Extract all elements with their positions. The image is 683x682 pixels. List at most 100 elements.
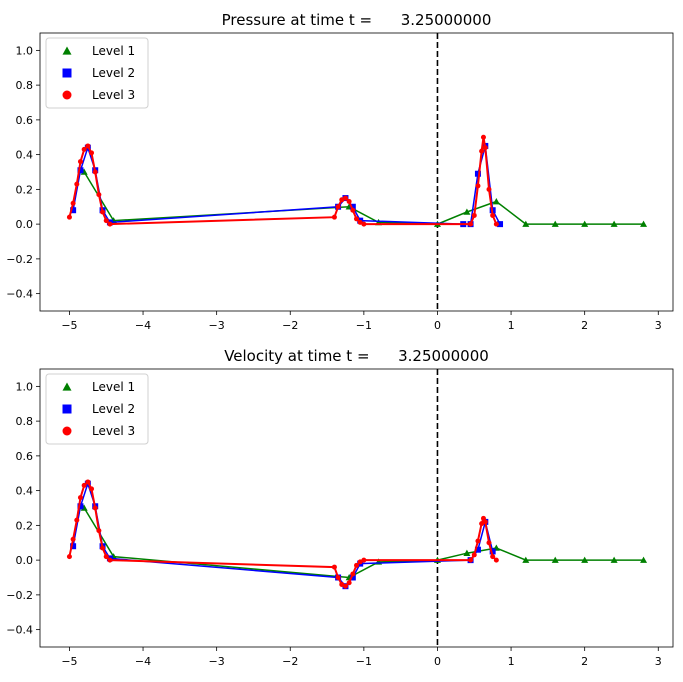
x-tick-label: −5 (61, 655, 77, 668)
point-level-3 (77, 495, 83, 501)
legend-label: Level 3 (92, 424, 135, 438)
point-level-1 (581, 220, 589, 227)
point-level-3 (475, 183, 481, 189)
legend-label: Level 2 (92, 402, 135, 416)
legend: Level 1 Level 2 Level 3 (45, 37, 149, 109)
point-level-3 (493, 557, 499, 563)
point-level-3 (350, 571, 356, 577)
point-level-1 (640, 220, 648, 227)
point-level-3 (77, 159, 83, 165)
legend-marker (62, 404, 72, 414)
legend-label: Level 1 (92, 380, 135, 394)
point-level-3 (331, 564, 337, 570)
x-tick-label: −3 (209, 655, 225, 668)
point-level-3 (346, 580, 352, 586)
point-level-3 (103, 218, 109, 224)
legend-label: Level 2 (92, 66, 135, 80)
series-line-level-1 (83, 507, 644, 579)
point-level-3 (482, 519, 488, 525)
x-tick-label: 1 (508, 319, 515, 332)
point-level-1 (551, 556, 559, 563)
point-level-3 (342, 195, 348, 201)
legend-label: Level 1 (92, 44, 135, 58)
point-level-3 (361, 221, 367, 227)
point-level-3 (480, 134, 486, 140)
point-level-1 (522, 220, 530, 227)
legend-box (45, 373, 149, 445)
point-level-3 (493, 221, 499, 227)
y-tick-label: 0.2 (16, 519, 34, 532)
point-level-3 (92, 169, 98, 175)
legend-marker (62, 46, 72, 55)
point-level-3 (103, 554, 109, 560)
x-tick-label: −2 (282, 655, 298, 668)
x-tick-label: 1 (508, 655, 515, 668)
legend-box (45, 37, 149, 109)
point-level-3 (89, 486, 95, 492)
y-tick-label: 0.0 (16, 554, 34, 567)
point-level-1 (610, 220, 618, 227)
legend-label: Level 3 (92, 88, 135, 102)
y-tick-label: −0.2 (6, 589, 33, 602)
x-tick-label: −4 (135, 319, 151, 332)
legend-marker (62, 90, 72, 100)
pressure-panel: Pressure at time t = 3.25000000 −5 −4 −3 −2 −… (6, 11, 674, 332)
point-level-3 (92, 505, 98, 511)
chart-title: Velocity at time t = 3.25000000 (224, 347, 489, 365)
legend-marker (62, 382, 72, 391)
point-level-2 (77, 503, 84, 510)
point-level-2 (349, 574, 356, 581)
x-tick-label: −2 (282, 319, 298, 332)
point-level-3 (74, 181, 80, 187)
point-level-3 (471, 212, 477, 218)
point-level-3 (486, 186, 492, 192)
point-level-1 (522, 556, 530, 563)
point-level-3 (100, 545, 106, 551)
point-level-2 (349, 203, 356, 210)
point-level-1 (492, 198, 500, 205)
x-tick-label: −4 (135, 655, 151, 668)
legend-marker (62, 68, 72, 78)
point-level-3 (70, 200, 76, 206)
series-level-3 (66, 134, 499, 227)
point-level-1 (640, 556, 648, 563)
x-tick-label: 0 (434, 319, 441, 332)
point-level-3 (468, 221, 474, 227)
point-level-3 (81, 146, 87, 152)
point-level-3 (490, 554, 496, 560)
point-level-3 (479, 148, 485, 154)
x-tick-label: 3 (655, 655, 662, 668)
point-level-2 (70, 543, 77, 550)
point-level-2 (70, 207, 77, 214)
y-tick-label: 0.4 (16, 149, 34, 162)
point-level-3 (335, 575, 341, 580)
x-tick-label: 0 (434, 655, 441, 668)
y-tick-label: 0.2 (16, 183, 34, 196)
point-level-2 (77, 167, 84, 174)
point-level-3 (475, 538, 481, 544)
point-level-3 (66, 214, 72, 220)
point-level-3 (100, 209, 106, 215)
point-level-3 (85, 479, 91, 485)
point-level-3 (471, 552, 477, 558)
x-tick-label: −5 (61, 319, 77, 332)
x-tick-label: 2 (581, 655, 588, 668)
y-tick-label: −0.4 (6, 624, 33, 637)
point-level-3 (70, 536, 76, 542)
point-level-3 (354, 562, 359, 568)
point-level-3 (490, 212, 496, 218)
y-tick-label: 1.0 (16, 44, 34, 57)
x-tick-label: 3 (655, 319, 662, 332)
y-tick-label: 0.8 (16, 415, 34, 428)
legend-marker (62, 426, 72, 436)
y-tick-label: 0.0 (16, 218, 34, 231)
x-tick-label: −3 (209, 319, 225, 332)
point-level-1 (551, 220, 559, 227)
point-level-3 (107, 221, 113, 227)
y-tick-label: 0.8 (16, 79, 34, 92)
velocity-panel: Velocity at time t = 3.25000000 −5 −4 −3 −2 −… (6, 347, 674, 668)
y-tick-label: 0.6 (16, 450, 34, 463)
point-level-3 (482, 145, 488, 151)
point-level-3 (335, 204, 341, 210)
